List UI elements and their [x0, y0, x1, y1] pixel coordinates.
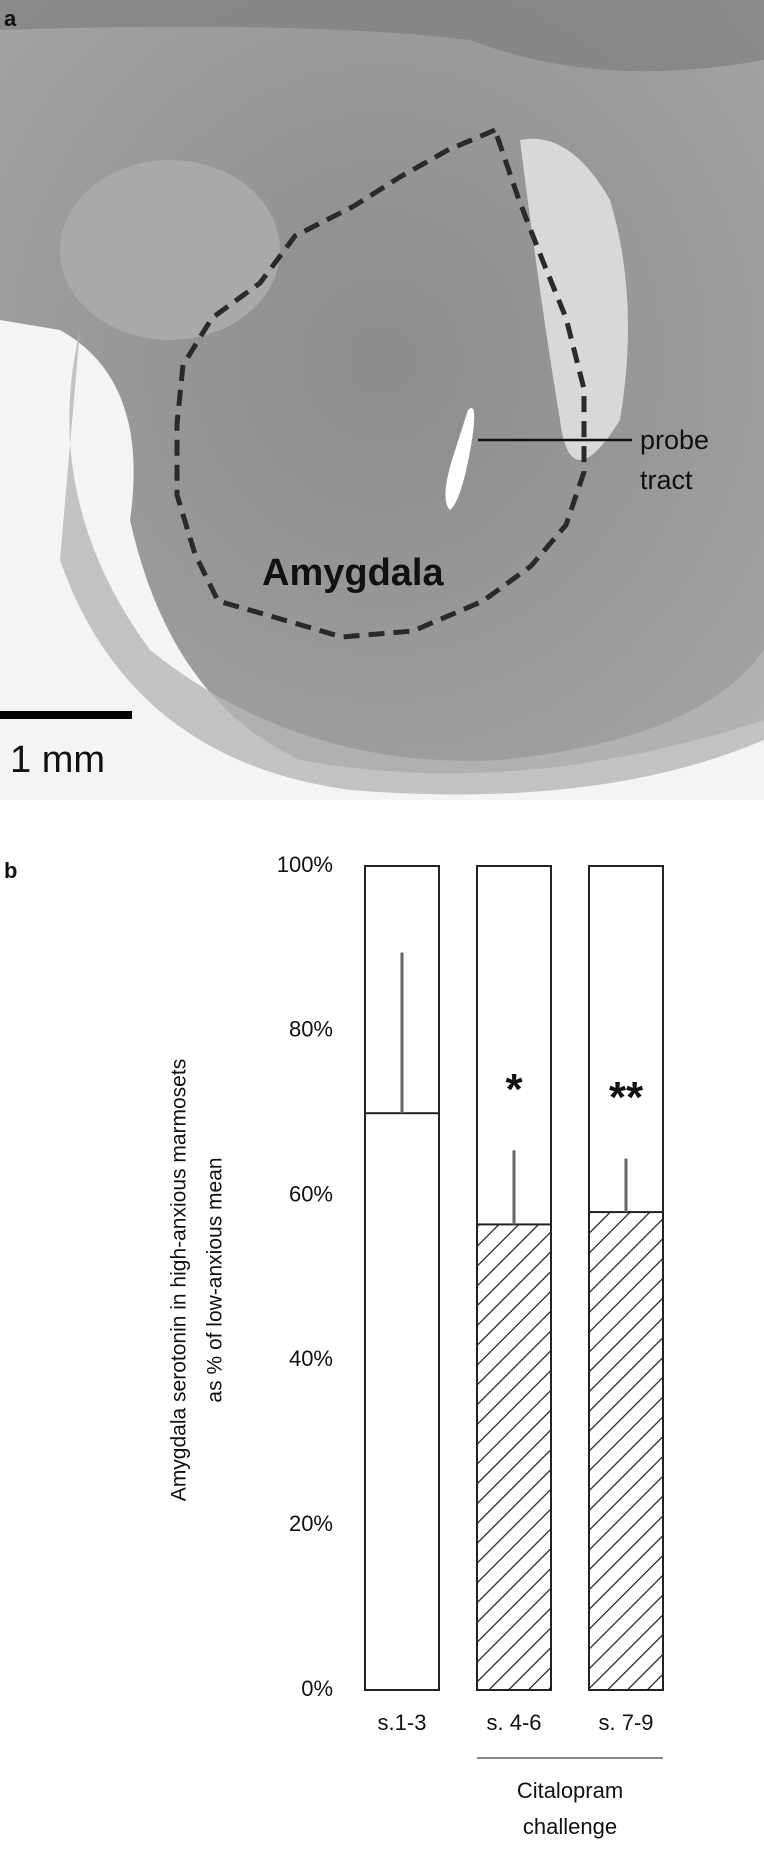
probe-label: probe [640, 425, 709, 455]
y-tick-label: 60% [289, 1181, 333, 1206]
x-tick-label: s. 4-6 [486, 1710, 541, 1735]
probe-label: tract [640, 465, 693, 495]
region-label: Amygdala [262, 552, 444, 594]
x-tick-label: s. 7-9 [598, 1710, 653, 1735]
significance-marker: ** [609, 1073, 644, 1122]
group-label: challenge [523, 1814, 617, 1839]
bar [476, 1223, 552, 1691]
structure [60, 160, 280, 340]
probe-tract-lesion [445, 408, 475, 510]
dorsal-region [0, 0, 764, 72]
y-tick-label: 0% [301, 1676, 333, 1701]
amygdala-outline [174, 126, 587, 640]
micrograph: probe tract Amygdala 1 mm a [0, 0, 764, 800]
group-label: Citalopram [517, 1778, 623, 1803]
bar [588, 1211, 664, 1691]
bar-chart: b Amygdala serotonin in high-anxious mar… [4, 852, 664, 1839]
y-axis-label: Amygdala serotonin in high-anxious marmo… [168, 1059, 191, 1501]
bar [364, 1112, 440, 1691]
y-tick-label: 40% [289, 1346, 333, 1371]
significance-marker: * [505, 1065, 523, 1114]
y-axis-label: as % of low-anxious mean [204, 1157, 227, 1402]
white-matter [520, 138, 628, 460]
y-tick-label: 20% [289, 1511, 333, 1536]
panel-label: a [4, 6, 17, 31]
x-tick-label: s.1-3 [378, 1710, 427, 1735]
y-tick-label: 80% [289, 1017, 333, 1042]
panel-label: b [4, 858, 17, 883]
y-tick-label: 100% [277, 852, 333, 877]
cortex-band [60, 330, 764, 795]
scale-label: 1 mm [10, 739, 105, 781]
